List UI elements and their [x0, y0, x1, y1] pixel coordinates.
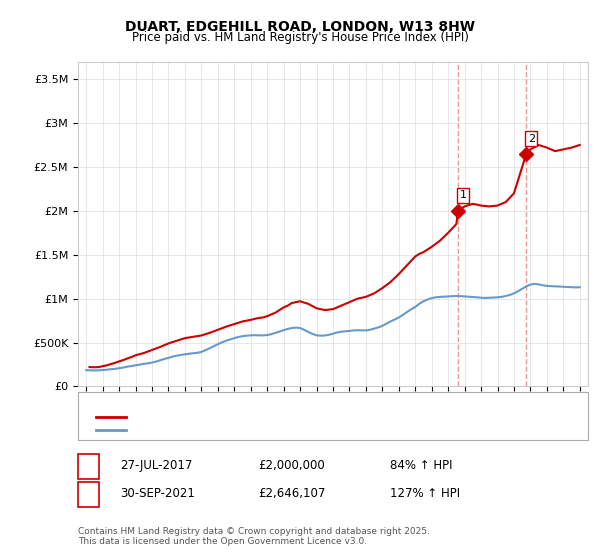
Text: 1: 1 — [460, 190, 466, 200]
Text: 30-SEP-2021: 30-SEP-2021 — [120, 487, 195, 501]
Text: DUART, EDGEHILL ROAD, LONDON, W13 8HW: DUART, EDGEHILL ROAD, LONDON, W13 8HW — [125, 20, 475, 34]
Text: 84% ↑ HPI: 84% ↑ HPI — [390, 459, 452, 473]
Text: HPI: Average price, detached house, Ealing: HPI: Average price, detached house, Eali… — [132, 425, 357, 435]
Text: £2,646,107: £2,646,107 — [258, 487, 325, 501]
Text: DUART, EDGEHILL ROAD, LONDON, W13 8HW (detached house): DUART, EDGEHILL ROAD, LONDON, W13 8HW (d… — [132, 412, 464, 422]
Text: Contains HM Land Registry data © Crown copyright and database right 2025.
This d: Contains HM Land Registry data © Crown c… — [78, 526, 430, 546]
Text: £2,000,000: £2,000,000 — [258, 459, 325, 473]
Text: 1: 1 — [85, 459, 92, 473]
Text: Price paid vs. HM Land Registry's House Price Index (HPI): Price paid vs. HM Land Registry's House … — [131, 31, 469, 44]
Text: 2: 2 — [527, 134, 535, 143]
Text: 2: 2 — [85, 487, 92, 501]
Text: 27-JUL-2017: 27-JUL-2017 — [120, 459, 193, 473]
Text: 127% ↑ HPI: 127% ↑ HPI — [390, 487, 460, 501]
